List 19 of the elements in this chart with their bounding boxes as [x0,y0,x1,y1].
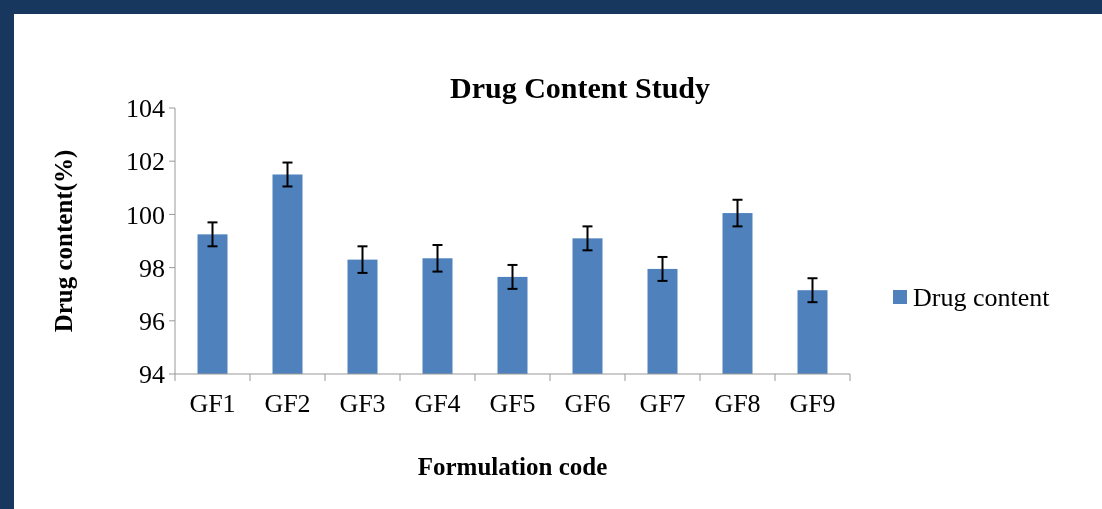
x-tick-label: GF4 [414,389,461,418]
legend-label: Drug content [913,283,1051,313]
x-tick-label: GF3 [339,389,386,418]
y-tick-label: 100 [126,200,165,230]
y-tick-label: 96 [139,306,165,336]
x-axis-title: Formulation code [417,453,608,480]
x-tick-label: GF7 [639,389,686,418]
x-tick-label: GF5 [489,389,536,418]
y-tick-label: 94 [139,360,165,390]
y-tick-label: 102 [126,147,165,177]
y-axis-title: Drug content(%) [50,149,78,333]
x-tick-label: GF1 [189,389,236,418]
x-tick-label: GF8 [714,389,761,418]
y-tick-label: 98 [139,253,165,283]
y-tick-label: 104 [126,94,165,124]
chart-title: Drug Content Study [449,71,711,104]
x-tick-label: GF9 [789,389,836,418]
x-tick-label: GF6 [564,389,611,418]
x-tick-label: GF2 [264,389,311,418]
